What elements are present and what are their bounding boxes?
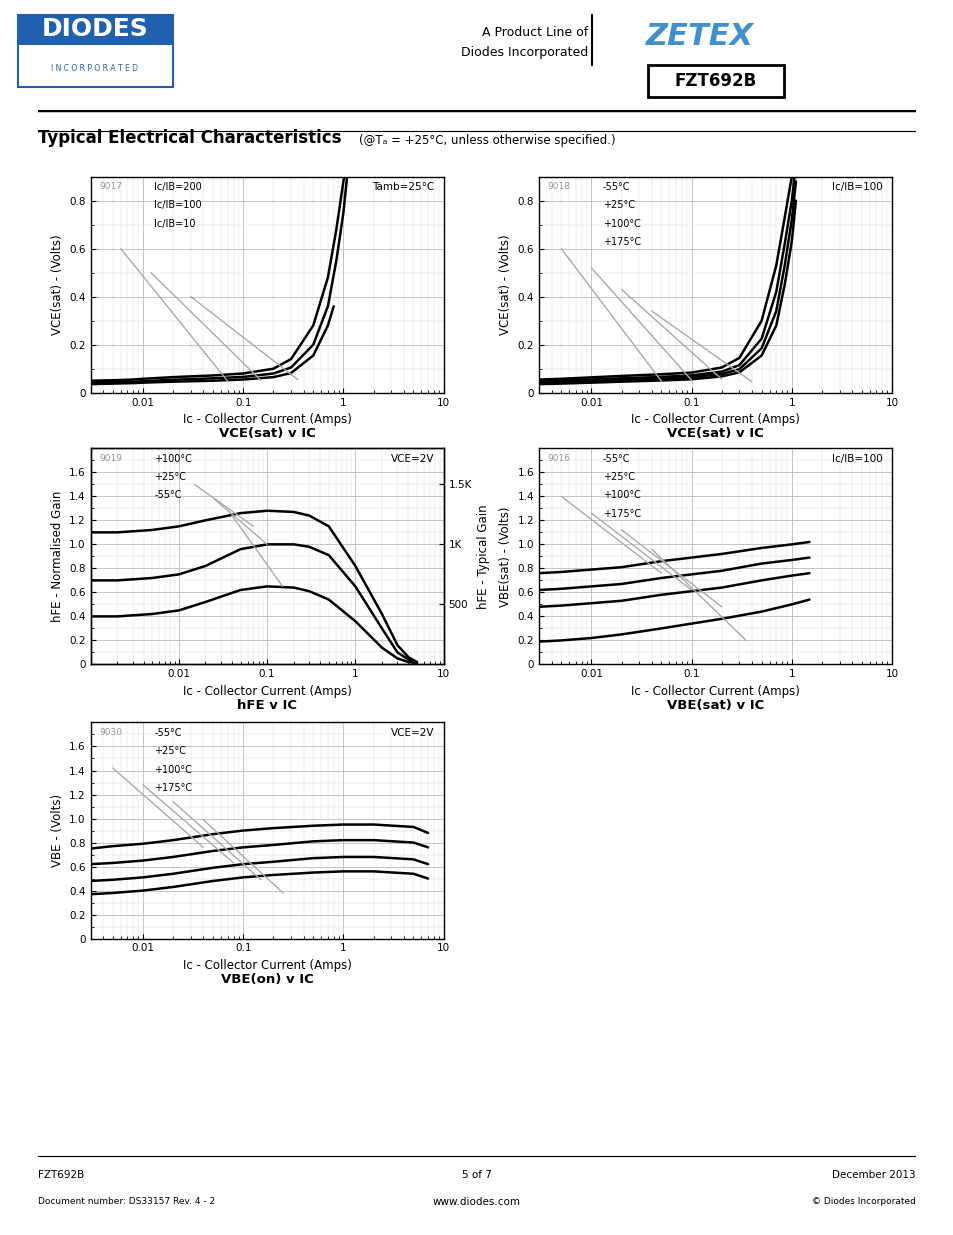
Text: +25°C: +25°C bbox=[154, 472, 186, 482]
X-axis label: Ic - Collector Current (Amps): Ic - Collector Current (Amps) bbox=[630, 414, 800, 426]
Text: VCE(sat) v IC: VCE(sat) v IC bbox=[218, 427, 315, 441]
Y-axis label: hFE - Typical Gain: hFE - Typical Gain bbox=[476, 504, 490, 609]
Text: VCE=2V: VCE=2V bbox=[391, 727, 435, 737]
X-axis label: Ic - Collector Current (Amps): Ic - Collector Current (Amps) bbox=[630, 685, 800, 698]
Text: 9019: 9019 bbox=[99, 453, 122, 463]
Text: VBE(sat) v IC: VBE(sat) v IC bbox=[666, 699, 763, 713]
Y-axis label: VCE(sat) - (Volts): VCE(sat) - (Volts) bbox=[498, 235, 512, 335]
Bar bbox=[647, 65, 783, 98]
Y-axis label: VBE - (Volts): VBE - (Volts) bbox=[51, 794, 64, 867]
Text: +100°C: +100°C bbox=[154, 453, 192, 463]
Text: Ic/IB=100: Ic/IB=100 bbox=[832, 182, 882, 191]
Text: +100°C: +100°C bbox=[602, 490, 639, 500]
Text: hFE v IC: hFE v IC bbox=[237, 699, 296, 713]
Text: 5 of 7: 5 of 7 bbox=[461, 1170, 492, 1179]
Y-axis label: VBE(sat) - (Volts): VBE(sat) - (Volts) bbox=[498, 506, 512, 606]
Text: 9030: 9030 bbox=[99, 727, 122, 737]
X-axis label: Ic - Collector Current (Amps): Ic - Collector Current (Amps) bbox=[182, 414, 352, 426]
X-axis label: Ic - Collector Current (Amps): Ic - Collector Current (Amps) bbox=[182, 685, 352, 698]
Text: FZT692B: FZT692B bbox=[38, 1170, 84, 1179]
Y-axis label: VCE(sat) - (Volts): VCE(sat) - (Volts) bbox=[51, 235, 64, 335]
X-axis label: Ic - Collector Current (Amps): Ic - Collector Current (Amps) bbox=[182, 960, 352, 972]
Text: Ic/IB=100: Ic/IB=100 bbox=[832, 453, 882, 463]
Text: +100°C: +100°C bbox=[602, 219, 639, 228]
Text: ZETEX: ZETEX bbox=[645, 22, 753, 52]
Text: 9018: 9018 bbox=[547, 182, 570, 191]
Text: VCE=2V: VCE=2V bbox=[391, 453, 435, 463]
Text: I N C O R P O R A T E D: I N C O R P O R A T E D bbox=[51, 64, 138, 74]
Text: Document number: DS33157 Rev. 4 - 2: Document number: DS33157 Rev. 4 - 2 bbox=[38, 1197, 215, 1205]
Text: +25°C: +25°C bbox=[602, 472, 634, 482]
Text: Tamb=25°C: Tamb=25°C bbox=[372, 182, 435, 191]
Text: FZT692B: FZT692B bbox=[674, 72, 757, 90]
Text: December 2013: December 2013 bbox=[831, 1170, 915, 1179]
Text: +100°C: +100°C bbox=[154, 764, 192, 774]
Text: Ic/IB=10: Ic/IB=10 bbox=[154, 219, 195, 228]
Text: -55°C: -55°C bbox=[602, 182, 629, 191]
Text: -55°C: -55°C bbox=[602, 453, 629, 463]
Y-axis label: hFE - Normalised Gain: hFE - Normalised Gain bbox=[51, 490, 64, 622]
Text: Typical Electrical Characteristics: Typical Electrical Characteristics bbox=[38, 128, 341, 147]
Text: VCE(sat) v IC: VCE(sat) v IC bbox=[666, 427, 763, 441]
Text: 9016: 9016 bbox=[547, 453, 570, 463]
Text: +25°C: +25°C bbox=[154, 746, 186, 756]
Text: VBE(on) v IC: VBE(on) v IC bbox=[220, 973, 314, 987]
Bar bbox=[18, 15, 172, 86]
Text: Diodes Incorporated: Diodes Incorporated bbox=[460, 47, 587, 59]
Text: +175°C: +175°C bbox=[602, 237, 640, 247]
Bar bbox=[18, 15, 172, 44]
Text: Ic/IB=100: Ic/IB=100 bbox=[154, 200, 202, 210]
Text: DIODES: DIODES bbox=[42, 17, 149, 41]
Text: +175°C: +175°C bbox=[602, 509, 640, 519]
Text: -55°C: -55°C bbox=[154, 490, 181, 500]
Text: (@Tₐ = +25°C, unless otherwise specified.): (@Tₐ = +25°C, unless otherwise specified… bbox=[358, 133, 615, 147]
Text: © Diodes Incorporated: © Diodes Incorporated bbox=[811, 1197, 915, 1205]
Text: -55°C: -55°C bbox=[154, 727, 181, 737]
Text: www.diodes.com: www.diodes.com bbox=[433, 1197, 520, 1207]
Text: A Product Line of: A Product Line of bbox=[481, 26, 587, 40]
Text: Ic/IB=200: Ic/IB=200 bbox=[154, 182, 202, 191]
Text: 9017: 9017 bbox=[99, 182, 122, 191]
Text: +25°C: +25°C bbox=[602, 200, 634, 210]
Text: +175°C: +175°C bbox=[154, 783, 193, 793]
